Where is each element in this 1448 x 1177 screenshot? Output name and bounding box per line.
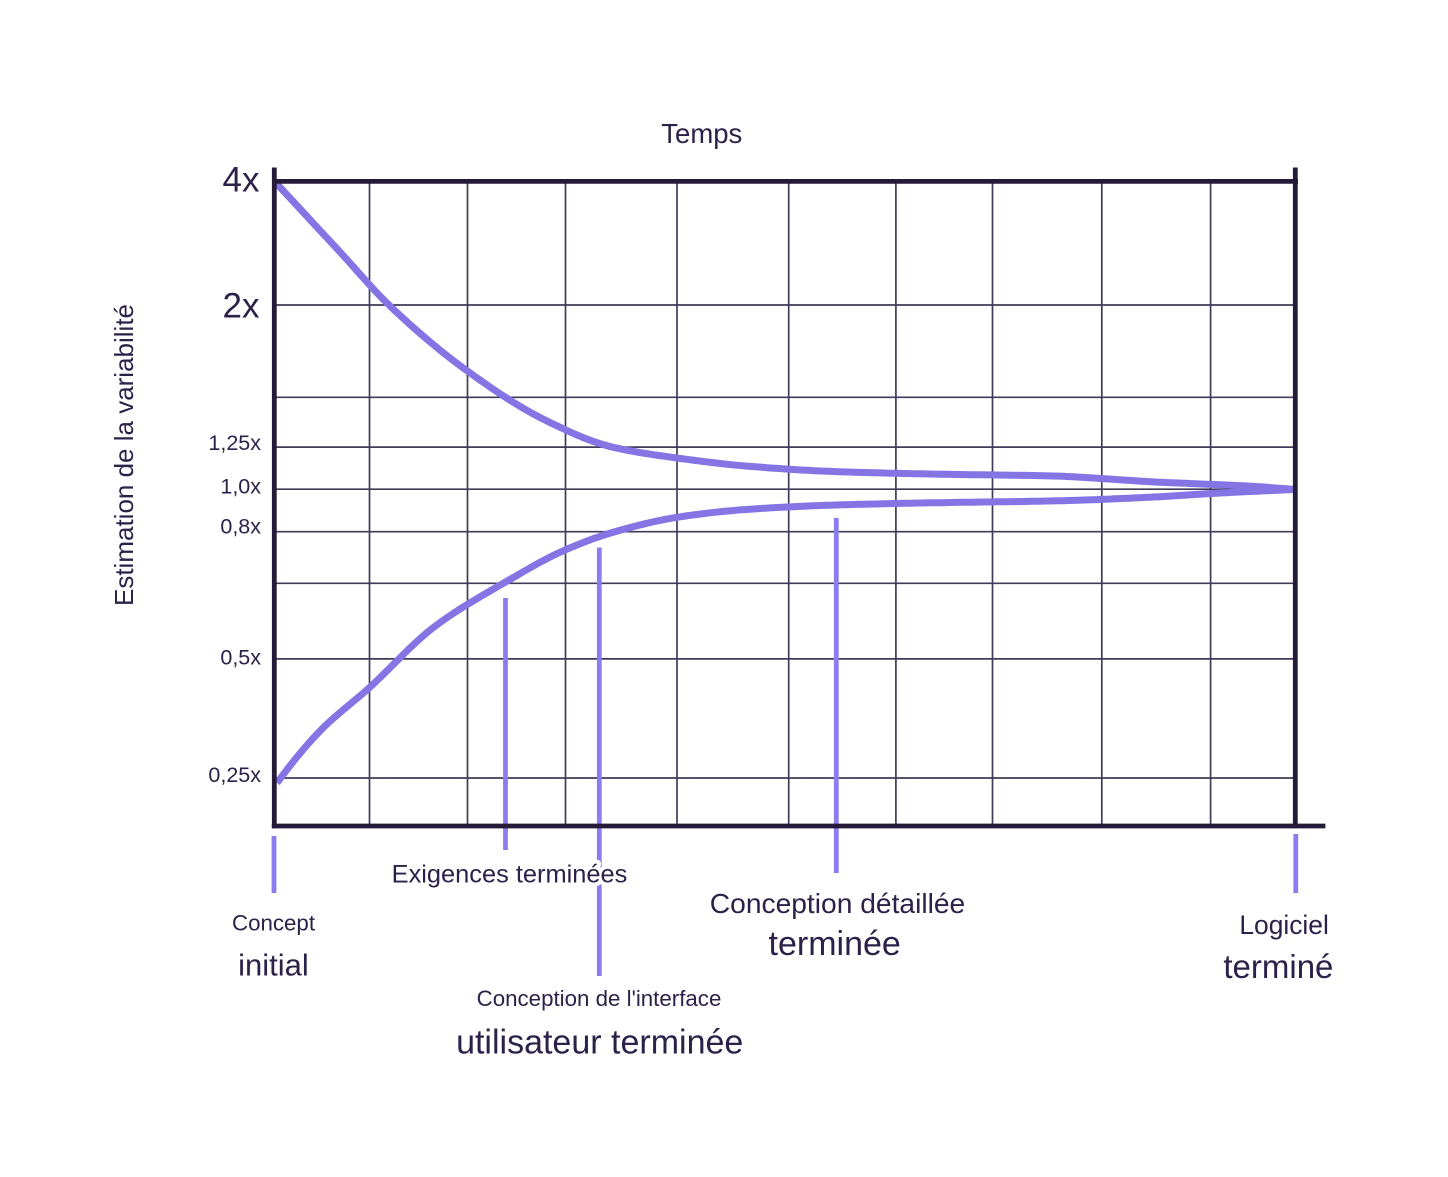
svg-text:1,25x: 1,25x <box>208 431 261 455</box>
svg-text:utilisateur terminée: utilisateur terminée <box>456 1024 743 1062</box>
svg-text:Concept: Concept <box>232 910 316 935</box>
svg-text:Exigences terminées: Exigences terminées <box>392 861 628 889</box>
svg-text:Logiciel: Logiciel <box>1239 910 1329 940</box>
svg-text:0,8x: 0,8x <box>220 515 261 539</box>
svg-text:initial: initial <box>238 948 309 983</box>
svg-text:2x: 2x <box>223 286 260 325</box>
svg-text:0,25x: 0,25x <box>208 763 261 787</box>
svg-text:0,5x: 0,5x <box>220 646 261 670</box>
svg-text:terminé: terminé <box>1223 948 1333 985</box>
svg-text:Conception détaillée: Conception détaillée <box>710 887 965 919</box>
svg-text:Temps: Temps <box>661 118 742 149</box>
svg-text:4x: 4x <box>223 160 260 199</box>
svg-text:1,0x: 1,0x <box>220 474 261 498</box>
svg-text:Estimation de la variabilité: Estimation de la variabilité <box>109 304 139 606</box>
svg-text:terminée: terminée <box>769 925 901 963</box>
svg-text:Conception de l'interface: Conception de l'interface <box>477 986 722 1011</box>
